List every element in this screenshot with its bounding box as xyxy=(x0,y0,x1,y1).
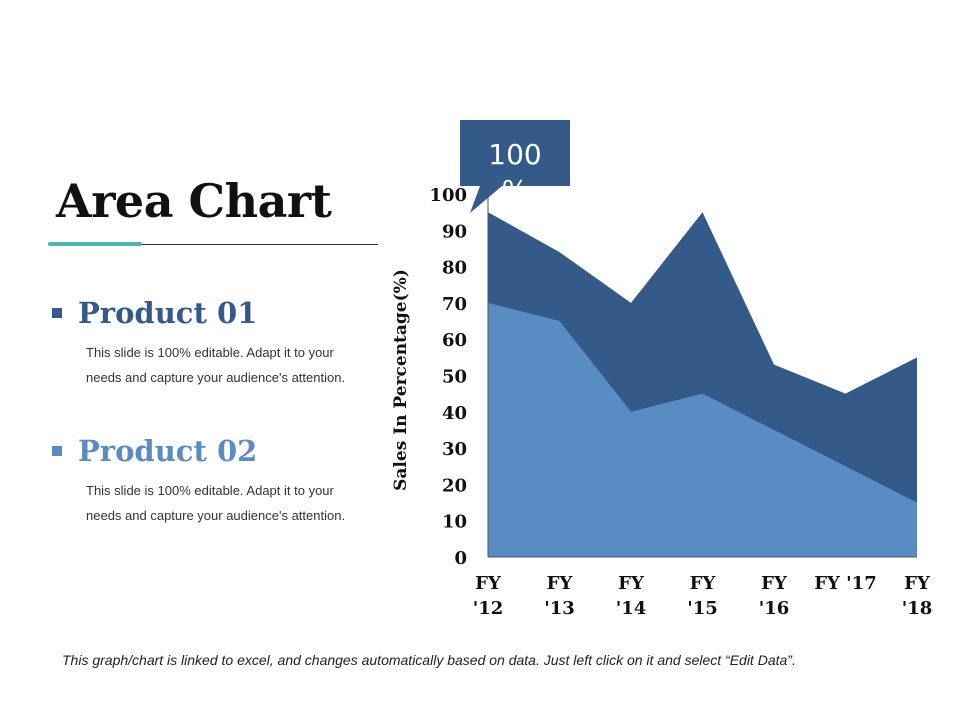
product-02-name: Product 02 xyxy=(78,434,258,468)
x-tick-label: FY '17 xyxy=(814,573,876,594)
area-series-2[interactable] xyxy=(488,302,917,557)
value-callout-label: 100 xyxy=(488,138,541,171)
y-tick-label: 0 xyxy=(454,548,467,569)
x-tick-label: FY '14 xyxy=(616,573,647,619)
y-tick-label: 80 xyxy=(442,258,467,279)
y-axis-title: Sales In Percentage(%) xyxy=(391,269,411,491)
y-tick-label: 100 xyxy=(429,185,467,206)
value-callout-shape xyxy=(460,120,570,213)
value-callout-unit: % xyxy=(502,174,529,207)
footer-note: This graph/chart is linked to excel, and… xyxy=(62,652,796,668)
y-tick-label: 60 xyxy=(442,330,467,351)
x-tick-label: FY '13 xyxy=(544,573,575,619)
title-divider xyxy=(48,244,378,245)
y-tick-label: 70 xyxy=(442,294,467,315)
page-title: Area Chart xyxy=(56,174,332,228)
y-tick-label: 50 xyxy=(442,367,467,388)
x-tick-label: FY '18 xyxy=(902,573,933,619)
product-02-description: This slide is 100% editable. Adapt it to… xyxy=(86,478,386,528)
x-tick-label: FY '15 xyxy=(687,573,718,619)
product-01-block: Product 01 This slide is 100% editable. … xyxy=(52,296,386,390)
x-tick-label: FY '12 xyxy=(473,573,504,619)
y-tick-label: 90 xyxy=(442,221,467,242)
title-accent-bar xyxy=(48,242,142,246)
y-tick-label: 40 xyxy=(442,403,467,424)
square-bullet-icon xyxy=(52,308,62,318)
product-01-desc-line2: needs and capture your audience's attent… xyxy=(86,370,346,385)
product-01-description: This slide is 100% editable. Adapt it to… xyxy=(86,340,386,390)
product-01-name: Product 01 xyxy=(78,296,258,330)
x-tick-label: FY '16 xyxy=(759,573,790,619)
product-01-desc-line1: This slide is 100% editable. Adapt it to… xyxy=(86,345,334,360)
product-02-desc-line1: This slide is 100% editable. Adapt it to… xyxy=(86,483,334,498)
y-tick-label: 30 xyxy=(442,439,467,460)
product-02-desc-line2: needs and capture your audience's attent… xyxy=(86,508,346,523)
square-bullet-icon xyxy=(52,446,62,456)
y-tick-label: 20 xyxy=(442,475,467,496)
product-02-block: Product 02 This slide is 100% editable. … xyxy=(52,434,386,528)
y-tick-label: 10 xyxy=(442,512,467,533)
